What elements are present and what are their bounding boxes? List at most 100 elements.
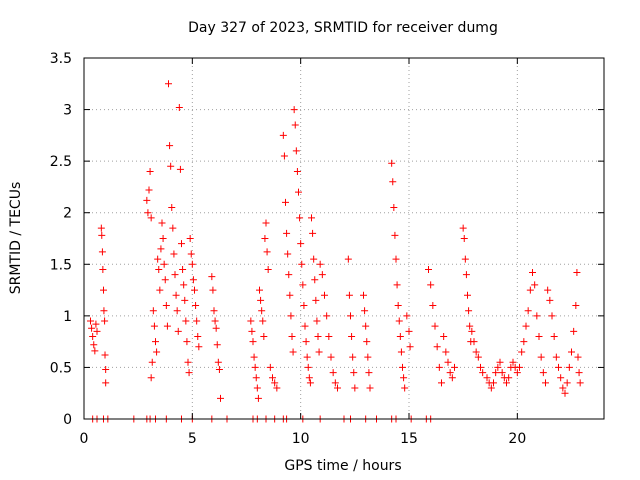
data-point (314, 332, 322, 340)
data-point (535, 332, 543, 340)
data-point (271, 379, 279, 387)
data-point (260, 332, 268, 340)
data-point (310, 255, 318, 263)
data-point (462, 271, 470, 279)
data-point (316, 260, 324, 268)
data-point (440, 332, 448, 340)
data-point (295, 188, 302, 196)
data-point (100, 307, 108, 315)
y-tick-label: 2.5 (50, 154, 72, 170)
data-point (252, 374, 260, 382)
data-point (298, 260, 306, 268)
data-point (187, 250, 195, 258)
data-point (259, 317, 267, 325)
data-point (159, 235, 167, 242)
data-point (526, 286, 534, 294)
data-point (186, 235, 194, 242)
y-tick-label: 1.5 (50, 257, 72, 273)
data-point (184, 358, 192, 366)
data-point (427, 281, 435, 289)
data-point (280, 152, 288, 160)
data-point (91, 347, 99, 355)
data-point (325, 332, 333, 340)
data-point (399, 363, 406, 371)
data-point (150, 322, 158, 330)
data-point (348, 332, 356, 340)
data-point (301, 322, 309, 330)
x-tick-label: 20 (508, 431, 526, 447)
data-point (531, 281, 539, 289)
data-point (214, 358, 222, 366)
data-point (88, 324, 96, 332)
data-point (154, 255, 162, 263)
data-point (362, 322, 370, 330)
x-tick-label: 15 (400, 431, 418, 447)
data-point (188, 260, 196, 268)
data-point (431, 322, 439, 330)
data-point (160, 260, 168, 268)
data-point (165, 80, 172, 88)
data-point (292, 147, 300, 155)
data-point (392, 255, 400, 263)
data-point (299, 281, 307, 289)
data-point (284, 250, 292, 258)
data-point (306, 379, 314, 387)
data-point (487, 384, 495, 392)
data-point (211, 317, 219, 325)
data-point (174, 327, 182, 335)
data-point (522, 322, 530, 330)
data-point (524, 307, 532, 315)
data-point (305, 374, 313, 382)
data-point (400, 374, 408, 382)
data-point (388, 159, 396, 167)
data-point (155, 265, 163, 273)
data-point (169, 224, 177, 232)
data-point (433, 343, 441, 351)
data-point (209, 286, 217, 294)
data-point (179, 265, 187, 273)
data-point (180, 281, 188, 289)
data-point (157, 245, 165, 253)
data-point (505, 374, 513, 382)
data-point (361, 307, 369, 315)
data-point (479, 369, 487, 377)
data-point (391, 231, 399, 239)
data-point (435, 363, 443, 371)
data-point (264, 265, 272, 273)
data-point (257, 296, 265, 304)
y-tick-label: 3 (63, 103, 72, 119)
data-point (183, 338, 191, 346)
data-point (563, 379, 571, 387)
data-point (546, 296, 554, 304)
data-point (448, 374, 456, 382)
data-point (438, 379, 445, 387)
data-point (518, 348, 526, 356)
data-point (289, 348, 297, 356)
data-point (172, 291, 180, 299)
data-point (444, 358, 452, 366)
data-point (323, 312, 331, 320)
data-point (144, 209, 152, 217)
data-point (349, 353, 357, 361)
data-point (248, 327, 256, 335)
data-point (345, 291, 353, 299)
data-point (544, 286, 552, 294)
data-point (572, 302, 580, 310)
data-point (509, 358, 517, 366)
data-point (351, 384, 359, 392)
plot-frame (83, 57, 605, 420)
data-point (397, 348, 405, 356)
data-point (429, 302, 437, 310)
x-tick-labels: 0 5 10 15 20 (80, 431, 527, 447)
data-point (350, 369, 358, 377)
data-point (466, 322, 474, 330)
data-point (262, 219, 270, 227)
data-point (269, 374, 276, 382)
data-point (360, 291, 367, 299)
data-point (99, 265, 107, 273)
data-point (403, 312, 411, 320)
y-tick-labels: 0 0.5 1 1.5 2 2.5 3 3.5 (50, 51, 72, 428)
data-point (366, 384, 374, 392)
data-point (496, 358, 504, 366)
data-point (311, 276, 319, 284)
